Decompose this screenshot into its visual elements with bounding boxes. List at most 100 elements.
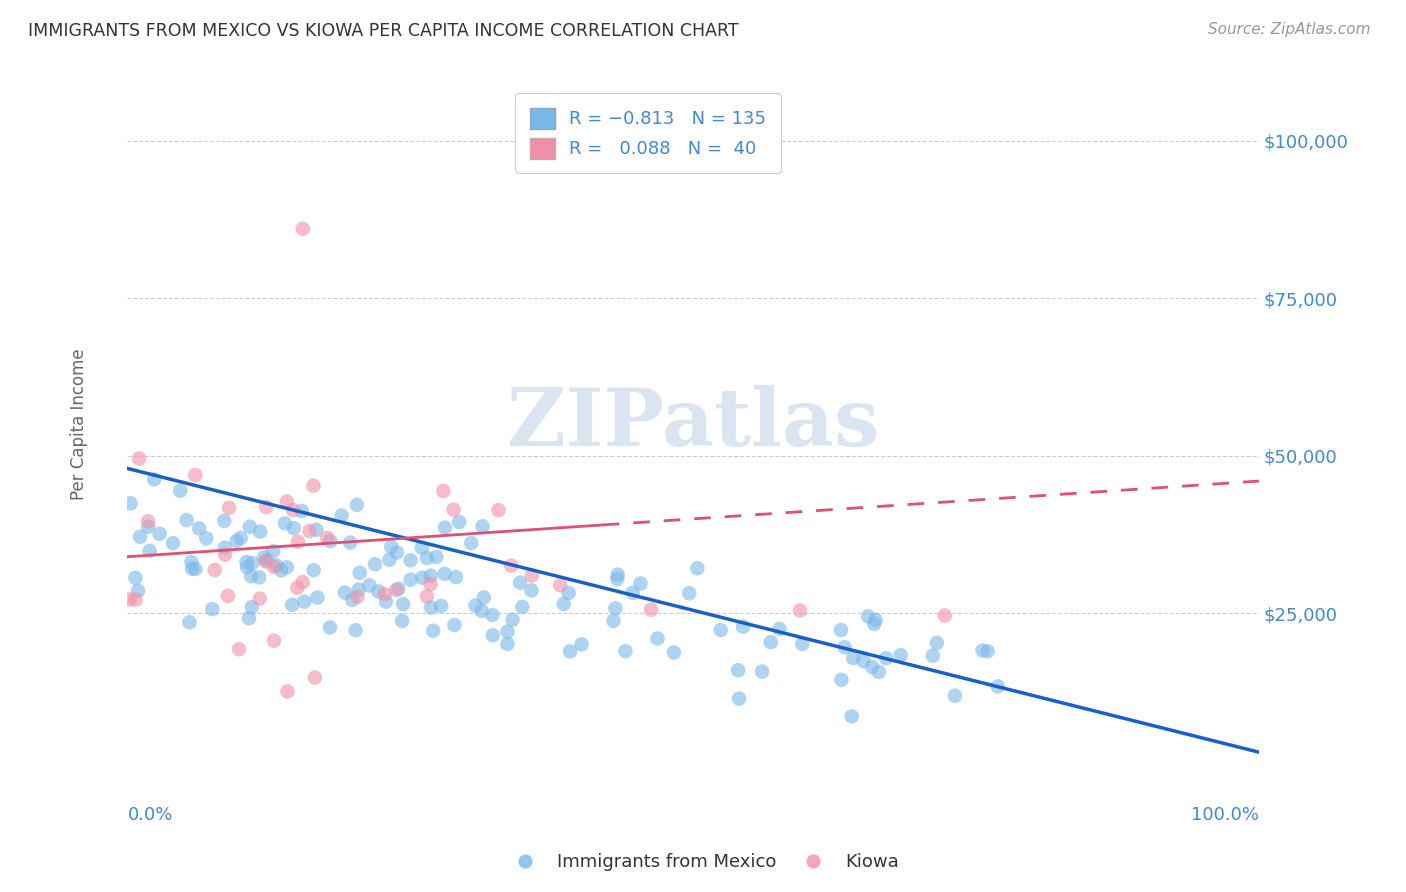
Legend: Immigrants from Mexico, Kiowa: Immigrants from Mexico, Kiowa: [499, 847, 907, 879]
Point: [276, 684, 298, 698]
Point: [342, 592, 364, 607]
Point: [768, 622, 790, 636]
Point: [662, 646, 685, 660]
Point: [972, 643, 994, 657]
Point: [195, 531, 218, 545]
Point: [481, 607, 503, 622]
Point: [136, 520, 159, 534]
Point: [868, 665, 890, 679]
Point: [305, 523, 328, 537]
Point: [347, 582, 370, 597]
Point: [496, 624, 519, 639]
Point: [399, 553, 422, 567]
Point: [212, 514, 235, 528]
Point: [287, 534, 309, 549]
Point: [471, 519, 494, 533]
Point: [925, 636, 948, 650]
Point: [253, 550, 276, 565]
Point: [482, 628, 505, 642]
Text: ZIPatlas: ZIPatlas: [508, 385, 879, 463]
Point: [647, 632, 669, 646]
Point: [789, 603, 811, 617]
Point: [330, 508, 353, 523]
Point: [225, 533, 247, 548]
Point: [291, 221, 314, 235]
Point: [640, 602, 662, 616]
Point: [169, 483, 191, 498]
Point: [416, 590, 439, 604]
Point: [281, 598, 304, 612]
Point: [605, 601, 627, 615]
Point: [830, 623, 852, 637]
Point: [411, 571, 433, 585]
Text: 0.0%: 0.0%: [128, 805, 173, 824]
Point: [416, 551, 439, 566]
Point: [987, 679, 1010, 693]
Point: [411, 541, 433, 555]
Point: [630, 576, 652, 591]
Point: [316, 531, 339, 545]
Point: [460, 536, 482, 550]
Legend: R = −0.813   N = 135, R =   0.088   N =  40: R = −0.813 N = 135, R = 0.088 N = 40: [515, 94, 780, 173]
Point: [143, 472, 166, 486]
Point: [291, 575, 314, 590]
Point: [830, 673, 852, 687]
Point: [262, 544, 284, 558]
Point: [124, 592, 146, 607]
Point: [180, 555, 202, 569]
Point: [304, 671, 326, 685]
Point: [943, 689, 966, 703]
Point: [238, 611, 260, 625]
Point: [344, 624, 367, 638]
Point: [218, 500, 240, 515]
Point: [520, 583, 543, 598]
Point: [138, 544, 160, 558]
Point: [149, 526, 172, 541]
Point: [472, 591, 495, 605]
Point: [228, 642, 250, 657]
Point: [471, 604, 494, 618]
Point: [890, 648, 912, 662]
Point: [606, 572, 628, 586]
Point: [236, 560, 259, 574]
Point: [419, 568, 441, 582]
Point: [678, 586, 700, 600]
Point: [728, 691, 751, 706]
Point: [496, 637, 519, 651]
Point: [239, 520, 262, 534]
Point: [359, 578, 381, 592]
Point: [346, 498, 368, 512]
Point: [425, 549, 447, 564]
Point: [276, 494, 298, 508]
Point: [367, 584, 389, 599]
Point: [422, 624, 444, 638]
Point: [375, 594, 398, 608]
Point: [399, 573, 422, 587]
Point: [249, 524, 271, 539]
Point: [553, 597, 575, 611]
Point: [443, 502, 465, 516]
Point: [385, 545, 408, 559]
Point: [520, 568, 543, 582]
Point: [921, 648, 943, 663]
Point: [129, 530, 152, 544]
Point: [387, 582, 409, 596]
Point: [127, 583, 149, 598]
Point: [934, 608, 956, 623]
Point: [373, 587, 395, 601]
Point: [976, 644, 998, 658]
Point: [391, 614, 413, 628]
Point: [727, 663, 749, 677]
Point: [179, 615, 201, 630]
Point: [247, 570, 270, 584]
Point: [433, 520, 456, 534]
Point: [128, 451, 150, 466]
Point: [346, 590, 368, 604]
Point: [217, 589, 239, 603]
Point: [302, 479, 325, 493]
Point: [420, 600, 443, 615]
Point: [276, 560, 298, 574]
Point: [842, 651, 865, 665]
Point: [240, 569, 263, 583]
Point: [432, 483, 454, 498]
